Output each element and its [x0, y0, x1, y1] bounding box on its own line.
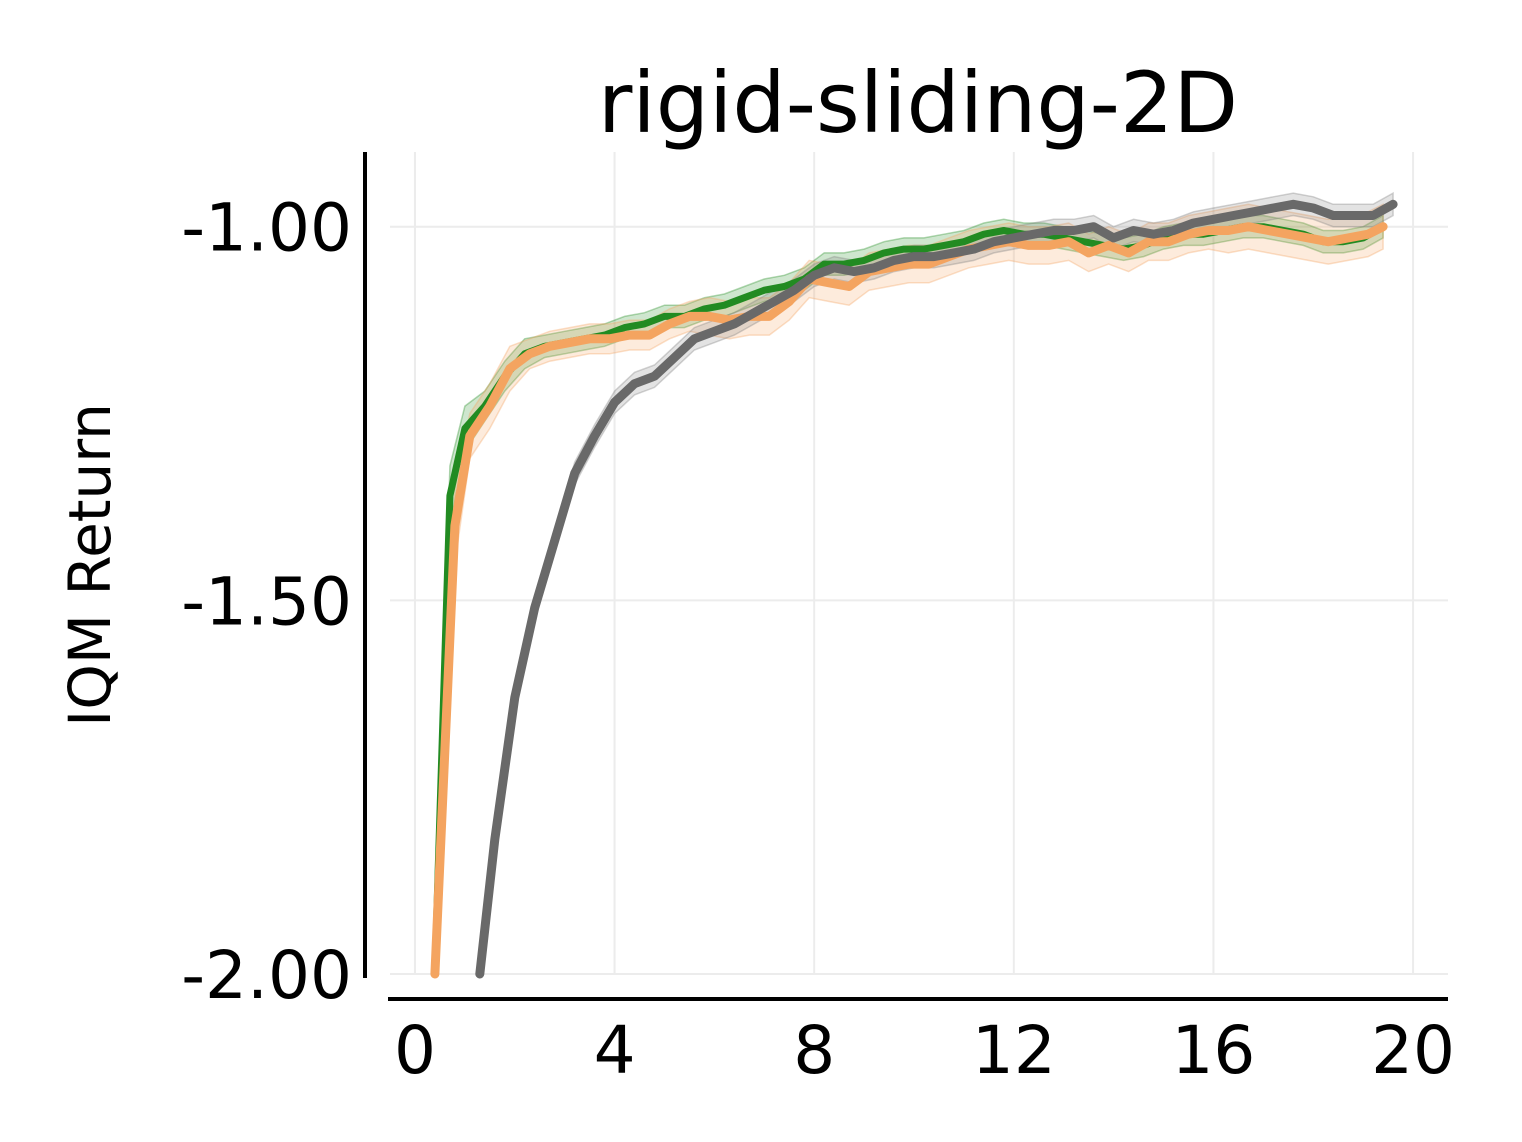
x-tick-labels: 0 4 8 12 16 20: [394, 1012, 1455, 1089]
series-1-band: [434, 203, 1384, 975]
y-tick-label: -2.00: [181, 937, 352, 1014]
x-tick-label: 12: [972, 1012, 1056, 1089]
y-tick-label: -1.50: [181, 563, 352, 640]
series-2-band: [479, 191, 1394, 975]
confidence-bands: [434, 191, 1394, 975]
y-tick-labels: -2.00 -1.50 -1.00: [181, 190, 352, 1014]
series-lines: [430, 199, 1398, 979]
series-2-line: [475, 199, 1398, 979]
x-tick-label: 4: [594, 1012, 636, 1089]
x-tick-label: 20: [1371, 1012, 1455, 1089]
x-tick-label: 16: [1171, 1012, 1255, 1089]
x-tick-label: 0: [394, 1012, 436, 1089]
series-1-line: [430, 222, 1388, 979]
x-tick-label: 8: [793, 1012, 835, 1089]
y-axis-label: IQM Return: [56, 403, 124, 727]
chart-title: rigid-sliding-2D: [598, 54, 1238, 152]
y-tick-label: -1.00: [181, 190, 352, 267]
